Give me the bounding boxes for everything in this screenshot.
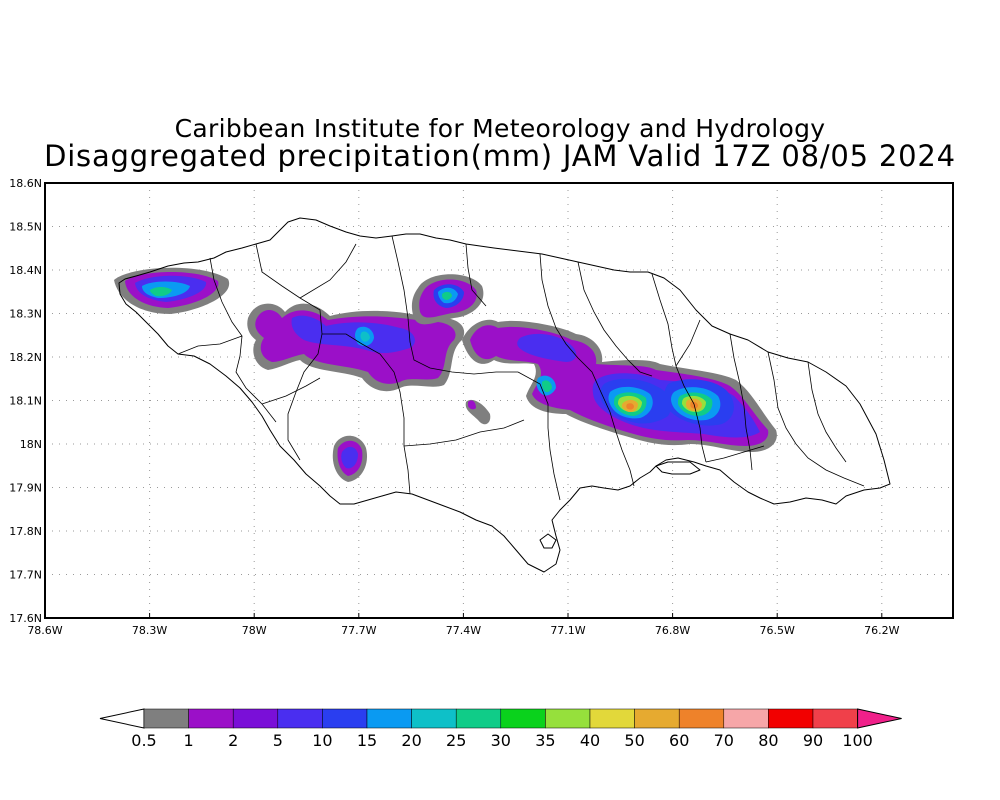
lat-tick-label: 17.8N [9,525,42,538]
lat-tick-label: 18.5N [9,221,42,234]
colorbar-level-label: 60 [669,731,689,750]
lat-tick-label: 17.7N [9,569,42,582]
lon-tick-label: 78.6W [27,624,62,637]
lat-tick-label: 18N [20,438,42,451]
lon-tick-label: 78W [242,624,267,637]
precip-region-south [341,446,358,469]
colorbar-level-label: 35 [535,731,555,750]
jamaica-coastline [118,217,891,573]
colorbar-swatch [455,708,502,729]
gridlines [45,183,953,618]
lat-tick-label: 18.4N [9,264,42,277]
lon-tick-label: 78.3W [132,624,167,637]
colorbar-level-label: 30 [491,731,511,750]
parish-boundaries [177,235,865,501]
lat-tick-label: 17.9N [9,482,42,495]
lon-tick-label: 76.8W [655,624,690,637]
colorbar-swatch [723,708,769,729]
lon-tick-label: 77.4W [446,624,481,637]
precip-region-west [150,287,172,297]
colorbar-swatch [768,708,814,729]
colorbar-level-label: 5 [273,731,283,750]
colorbar-level-label: 1 [184,731,194,750]
colorbar-swatch [143,708,189,729]
colorbar-level-label: 2 [228,731,238,750]
colorbar-swatch [366,708,412,729]
precip-region-central-north [360,331,370,342]
colorbar-swatch [322,708,368,729]
colorbar-level-label: 25 [446,731,466,750]
lat-tick-label: 18.6N [9,177,42,190]
colorbar-under-arrow [99,708,145,729]
colorbar-level-label: 80 [758,731,778,750]
lon-tick-label: 76.2W [864,624,899,637]
lat-tick-label: 18.3N [9,308,42,321]
colorbar-swatch [812,708,858,729]
axis-ticks: 78.6W 78.3W 78W 77.7W 77.4W 77.1W 76.8W 76.5W 76… [9,177,899,637]
colorbar-swatch [634,708,680,729]
colorbar-level-label: 40 [580,731,600,750]
colorbar-level-label: 100 [842,731,873,750]
colorbar-swatch [678,708,725,729]
colorbar-swatch [188,708,234,729]
lat-tick-label: 17.6N [9,612,42,625]
lon-tick-label: 76.5W [760,624,795,637]
precipitation-field [114,267,777,482]
colorbar-over-arrow [857,708,902,729]
precip-region-north-central [442,291,452,300]
precip-region-east [542,380,552,393]
colorbar-swatch [232,708,279,729]
colorbar-swatch [500,708,546,729]
precip-region-central-north [291,315,415,354]
colorbar-swatch [589,708,635,729]
precip-region-east [517,333,577,362]
colorbar: 0.5 1 2 5 10 15 20 25 30 35 40 50 60 70 80 90 100 [99,708,902,750]
chart-title: Caribbean Institute for Meteorology and … [174,114,826,143]
lat-tick-label: 18.1N [9,395,42,408]
colorbar-level-label: 20 [401,731,421,750]
colorbar-swatch [411,708,457,729]
colorbar-swatch [545,708,591,729]
map-frame [44,182,954,619]
colorbar-level-label: 70 [714,731,734,750]
colorbar-level-label: 50 [624,731,644,750]
precip-region-south [468,400,476,410]
lon-tick-label: 77.1W [550,624,585,637]
lon-tick-label: 77.7W [341,624,376,637]
colorbar-level-label: 90 [803,731,823,750]
precip-region-east [626,403,634,410]
chart-subtitle: Disaggregated precipitation(mm) JAM Vali… [44,139,956,173]
colorbar-swatch [277,708,323,729]
colorbar-level-label: 15 [357,731,377,750]
lat-tick-label: 18.2N [9,351,42,364]
colorbar-level-label: 0.5 [131,731,156,750]
colorbar-level-label: 10 [312,731,332,750]
